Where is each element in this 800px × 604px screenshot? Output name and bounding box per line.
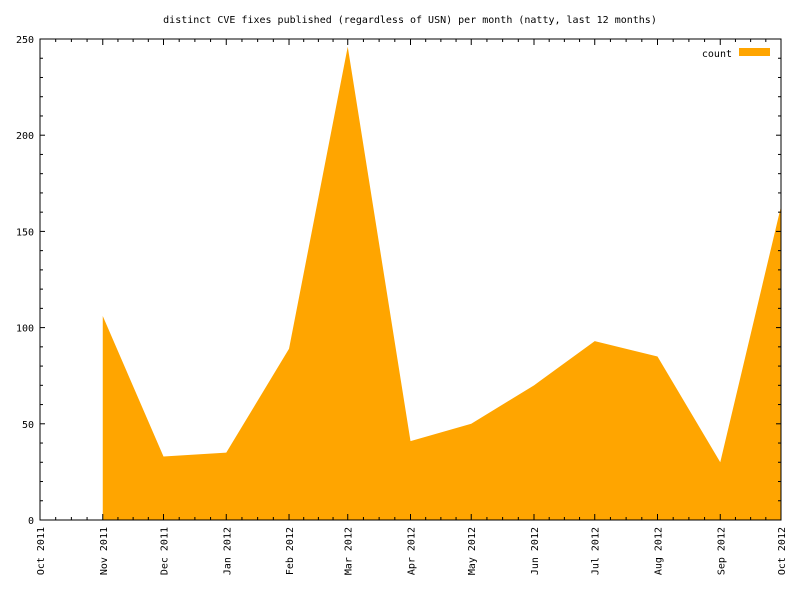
x-tick-label-7: May 2012 bbox=[467, 527, 478, 575]
x-tick-label-1: Nov 2011 bbox=[99, 527, 110, 575]
x-tick-label-6: Apr 2012 bbox=[407, 527, 418, 575]
y-tick-label-1: 50 bbox=[22, 420, 34, 431]
x-tick-label-5: Mar 2012 bbox=[344, 527, 355, 575]
area-series-count bbox=[102, 46, 781, 520]
x-tick-label-3: Jan 2012 bbox=[222, 527, 233, 575]
y-tick-label-3: 150 bbox=[16, 227, 34, 238]
x-tick-label-4: Feb 2012 bbox=[285, 527, 296, 575]
chart-title: distinct CVE fixes published (regardless… bbox=[163, 15, 657, 26]
x-tick-label-0: Oct 2011 bbox=[36, 527, 47, 575]
x-tick-label-9: Jul 2012 bbox=[591, 527, 602, 575]
x-tick-label-10: Aug 2012 bbox=[654, 527, 665, 575]
legend: count bbox=[702, 48, 770, 60]
y-axis: 0 50 100 150 200 250 bbox=[16, 35, 781, 527]
y-tick-label-4: 200 bbox=[16, 131, 34, 142]
x-tick-label-11: Sep 2012 bbox=[716, 527, 727, 575]
x-tick-label-12: Oct 2012 bbox=[777, 527, 788, 575]
x-axis: Oct 2011 Nov 2011 Dec 2011 Jan 2012 Feb 2012… bbox=[36, 39, 788, 575]
x-tick-label-8: Jun 2012 bbox=[530, 527, 541, 575]
legend-label-count: count bbox=[702, 49, 732, 60]
y-tick-label-5: 250 bbox=[16, 35, 34, 46]
y-tick-label-2: 100 bbox=[16, 324, 34, 335]
y-tick-label-0: 0 bbox=[28, 516, 34, 527]
x-tick-label-2: Dec 2011 bbox=[160, 527, 171, 575]
legend-swatch-count bbox=[739, 48, 770, 56]
